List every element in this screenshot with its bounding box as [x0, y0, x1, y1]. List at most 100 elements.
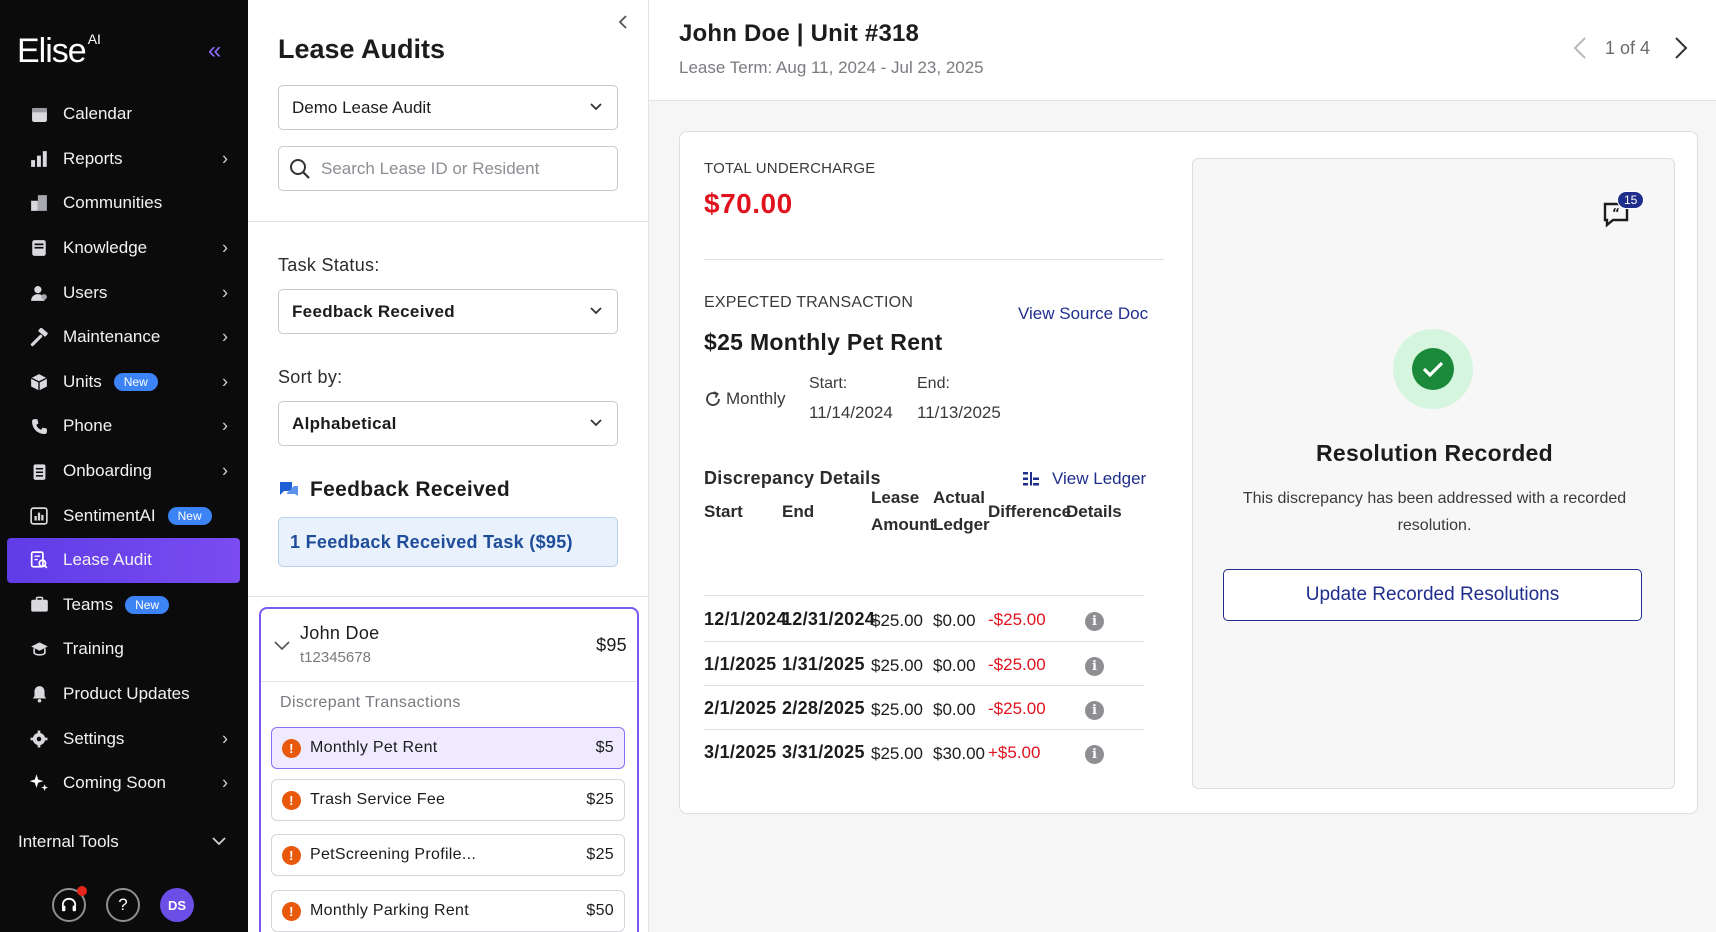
- chevron-right-icon: ›: [222, 282, 228, 303]
- detail-title: John Doe | Unit #318: [679, 20, 920, 47]
- sidebar-item-communities[interactable]: Communities: [7, 181, 240, 226]
- sidebar-item-label: Users: [63, 282, 108, 302]
- sidebar-item-calendar[interactable]: Calendar: [7, 92, 240, 137]
- headset-icon: [61, 897, 77, 912]
- svg-text:“: “: [1612, 206, 1620, 220]
- divider: [261, 681, 637, 682]
- avatar[interactable]: DS: [160, 888, 194, 922]
- info-icon[interactable]: i: [1085, 701, 1104, 720]
- resolution-title: Resolution Recorded: [1315, 440, 1553, 466]
- view-source-doc-link[interactable]: View Source Doc: [1018, 304, 1149, 323]
- sort-by-select[interactable]: Alphabetical: [278, 401, 618, 446]
- task-status-value: Feedback Received: [292, 301, 455, 321]
- resident-card[interactable]: John Doe t12345678 $95 Discrepant Transa…: [259, 607, 639, 932]
- lease-audit-icon: [29, 550, 49, 570]
- view-ledger-link[interactable]: View Ledger: [1022, 469, 1146, 489]
- elise-logo[interactable]: Elise AI: [17, 30, 101, 71]
- sidebar-nav: Calendar Reports › Communities Knowledge…: [0, 92, 248, 806]
- column-header-start: Start: [704, 502, 743, 521]
- chevron-down-icon: [590, 103, 602, 111]
- internal-tools-toggle[interactable]: Internal Tools: [18, 832, 119, 851]
- collapse-panel-icon[interactable]: [618, 14, 628, 35]
- info-icon[interactable]: i: [1085, 612, 1104, 631]
- sidebar-item-teams[interactable]: Teams New: [7, 583, 240, 628]
- sidebar-item-settings[interactable]: Settings ›: [7, 716, 240, 761]
- collapse-sidebar-icon[interactable]: «: [208, 37, 222, 64]
- logo-suffix: AI: [87, 30, 101, 47]
- transaction-amount: $50: [586, 902, 614, 919]
- task-status-label: Task Status:: [278, 255, 380, 275]
- info-icon[interactable]: i: [1085, 657, 1104, 676]
- sidebar-item-users[interactable]: Users ›: [7, 270, 240, 315]
- building-icon: [29, 193, 49, 213]
- sidebar: Elise AI « Calendar Reports › Communities…: [0, 0, 248, 932]
- transaction-item[interactable]: ! Monthly Pet Rent $5: [271, 727, 625, 769]
- table-cell-lease: $25.00: [871, 656, 923, 675]
- help-icon: ?: [118, 895, 128, 914]
- chevron-down-icon[interactable]: [212, 833, 226, 849]
- chevron-right-icon: ›: [222, 415, 228, 436]
- sidebar-item-coming-soon[interactable]: Coming Soon ›: [7, 761, 240, 806]
- column-header-details: Details: [1066, 502, 1122, 521]
- chevron-right-icon: ›: [222, 728, 228, 749]
- expected-transaction-title: $25 Monthly Pet Rent: [704, 329, 943, 355]
- feedback-task-chip[interactable]: 1 Feedback Received Task ($95): [278, 517, 618, 567]
- frequency-text: Monthly: [726, 389, 786, 408]
- sidebar-item-units[interactable]: Units New ›: [7, 360, 240, 405]
- sidebar-item-sentimentai[interactable]: SentimentAI New: [7, 493, 240, 538]
- previous-icon[interactable]: [1573, 36, 1587, 60]
- sidebar-item-maintenance[interactable]: Maintenance ›: [7, 315, 240, 360]
- sidebar-item-label: Coming Soon: [63, 773, 167, 793]
- sidebar-item-onboarding[interactable]: Onboarding ›: [7, 449, 240, 494]
- sidebar-item-label: Maintenance: [63, 327, 161, 347]
- next-icon[interactable]: [1674, 36, 1688, 60]
- recurring-icon: [706, 391, 720, 406]
- ledger-icon: [1023, 472, 1039, 486]
- transaction-item[interactable]: ! Monthly Parking Rent $50: [271, 890, 625, 932]
- divider: [704, 595, 1144, 596]
- sidebar-item-training[interactable]: Training: [7, 627, 240, 672]
- sidebar-item-reports[interactable]: Reports ›: [7, 137, 240, 182]
- sidebar-footer: ? DS: [52, 886, 194, 922]
- search-input[interactable]: [321, 158, 601, 179]
- sidebar-item-lease-audit[interactable]: Lease Audit: [7, 537, 240, 583]
- update-resolutions-button[interactable]: Update Recorded Resolutions: [1223, 569, 1642, 621]
- transaction-item[interactable]: ! Trash Service Fee $25: [271, 779, 625, 821]
- total-undercharge-value: $70.00: [704, 188, 793, 219]
- resident-name: John Doe: [300, 623, 380, 643]
- audit-select[interactable]: Demo Lease Audit: [278, 85, 618, 130]
- warning-icon: !: [282, 738, 301, 758]
- column-header-line: Ledger: [933, 515, 990, 534]
- table-cell-actual: $30.00: [933, 744, 985, 763]
- table-cell-end: 12/31/2024: [782, 609, 876, 629]
- clipboard-icon: [29, 461, 49, 481]
- page-title: Lease Audits: [278, 34, 446, 64]
- search-box[interactable]: [278, 146, 618, 191]
- help-button[interactable]: ?: [106, 888, 140, 922]
- sidebar-item-phone[interactable]: Phone ›: [7, 404, 240, 449]
- support-headset-button[interactable]: [52, 886, 87, 922]
- feedback-heading-text: Feedback Received: [310, 478, 511, 501]
- task-status-select[interactable]: Feedback Received: [278, 289, 618, 334]
- divider: [704, 641, 1144, 642]
- transaction-item[interactable]: ! PetScreening Profile... $25: [271, 834, 625, 876]
- start-label: Start:: [809, 375, 848, 392]
- sidebar-item-label: Knowledge: [63, 238, 148, 258]
- divider: [704, 259, 1164, 260]
- table-cell-end: 1/31/2025: [782, 654, 865, 674]
- sidebar-item-knowledge[interactable]: Knowledge ›: [7, 226, 240, 271]
- table-cell-difference: -$25.00: [988, 610, 1046, 629]
- column-header-actual: Actual Ledger: [933, 484, 990, 538]
- transaction-label: Monthly Pet Rent: [310, 739, 438, 756]
- table-cell-start: 12/1/2024: [704, 609, 787, 629]
- bell-icon: [29, 684, 49, 704]
- transaction-amount: $5: [595, 739, 614, 756]
- chevron-right-icon: ›: [222, 148, 228, 169]
- info-icon[interactable]: i: [1085, 745, 1104, 764]
- column-header-end: End: [782, 502, 815, 521]
- chevron-down-icon[interactable]: [274, 641, 290, 651]
- sidebar-item-product-updates[interactable]: Product Updates: [7, 672, 240, 717]
- table-cell-difference: -$25.00: [988, 655, 1046, 674]
- calendar-icon: [29, 104, 49, 124]
- chevron-right-icon: ›: [222, 460, 228, 481]
